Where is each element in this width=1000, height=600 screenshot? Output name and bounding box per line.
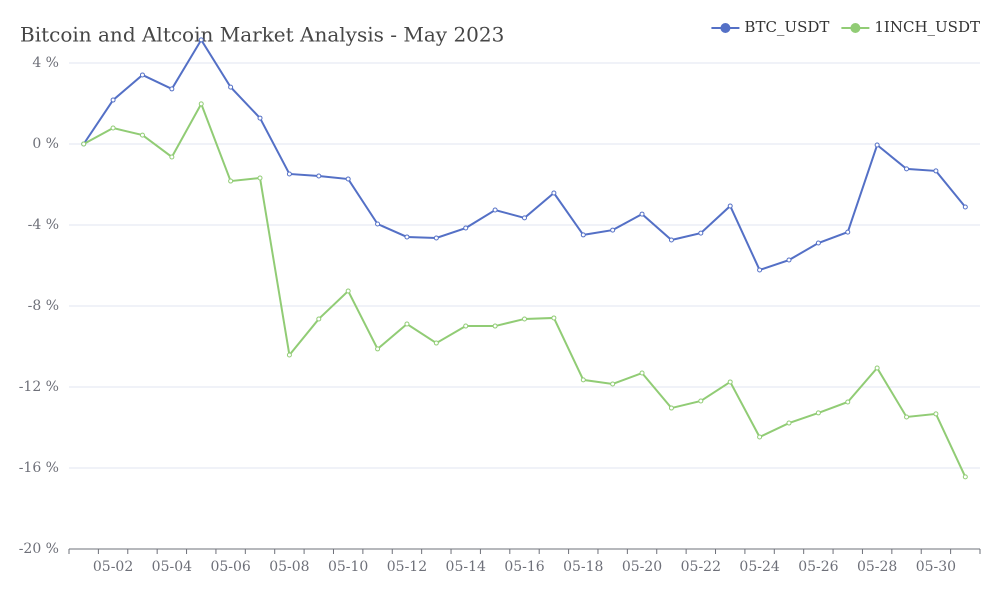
data-point <box>522 316 527 322</box>
y-tick-label: -4 % <box>28 217 59 233</box>
x-tick-label: 05-28 <box>857 559 897 575</box>
legend-text: 1INCH_USDT <box>874 18 980 36</box>
data-point <box>904 166 910 172</box>
data-point <box>698 398 704 404</box>
x-tick-label: 05-24 <box>739 559 779 575</box>
data-point <box>316 316 322 322</box>
data-point <box>198 37 204 43</box>
data-point <box>727 379 733 385</box>
x-tick-label: 05-26 <box>798 559 838 575</box>
data-point <box>404 234 410 240</box>
data-point <box>610 227 616 233</box>
legend-item: BTC_USDT <box>711 18 829 36</box>
data-point <box>815 410 821 416</box>
y-tick-label: -16 % <box>19 460 59 476</box>
data-point <box>286 171 292 177</box>
data-point <box>933 168 939 174</box>
data-point <box>433 235 439 241</box>
data-point <box>698 230 704 236</box>
data-point <box>757 434 763 440</box>
data-point <box>639 211 645 217</box>
data-point <box>433 340 439 346</box>
x-tick-label: 05-10 <box>328 559 368 575</box>
data-point <box>345 288 351 294</box>
data-point <box>962 474 968 480</box>
data-point <box>522 215 527 221</box>
data-point <box>668 405 674 411</box>
x-tick-label: 05-12 <box>387 559 427 575</box>
data-point <box>463 225 469 231</box>
y-tick-label: -8 % <box>28 298 59 314</box>
data-point <box>786 420 792 426</box>
data-point <box>727 203 733 209</box>
data-point <box>845 229 851 235</box>
data-point <box>375 346 381 352</box>
data-point <box>463 323 469 329</box>
data-point <box>668 237 674 243</box>
data-point <box>845 399 851 405</box>
data-point <box>228 178 234 184</box>
y-tick-label: 0 % <box>32 136 59 152</box>
data-point <box>580 232 586 238</box>
data-point <box>492 207 498 213</box>
data-point <box>551 315 557 321</box>
data-point <box>786 257 792 263</box>
data-point <box>81 141 87 147</box>
data-point <box>257 115 263 121</box>
x-tick-label: 05-20 <box>622 559 662 575</box>
y-tick-label: -20 % <box>19 541 59 557</box>
x-tick-label: 05-06 <box>210 559 250 575</box>
data-point <box>904 414 910 420</box>
x-tick-label: 05-16 <box>504 559 544 575</box>
x-tick-label: 05-30 <box>916 559 956 575</box>
x-tick-label: 05-14 <box>446 559 486 575</box>
x-tick-label: 05-02 <box>93 559 133 575</box>
data-point <box>962 204 968 210</box>
x-tick-label: 05-18 <box>563 559 603 575</box>
data-point <box>139 72 145 78</box>
data-point <box>228 84 234 90</box>
data-point <box>815 240 821 246</box>
data-point <box>198 101 204 107</box>
y-tick-label: 4 % <box>32 55 59 71</box>
data-point <box>757 267 763 273</box>
data-point <box>610 381 616 387</box>
x-tick-label: 05-08 <box>269 559 309 575</box>
data-point <box>580 377 586 383</box>
data-point <box>169 86 175 92</box>
x-tick-label: 05-04 <box>152 559 192 575</box>
data-point <box>492 323 498 329</box>
data-point <box>169 154 175 160</box>
legend-item: 1INCH_USDT <box>841 18 980 36</box>
data-point <box>639 370 645 376</box>
data-point <box>139 132 145 138</box>
legend-marker <box>720 23 731 33</box>
series-line <box>82 37 967 272</box>
data-point <box>874 142 880 148</box>
data-point <box>286 352 292 358</box>
chart-title: Bitcoin and Altcoin Market Analysis - Ma… <box>20 23 504 47</box>
data-point <box>257 175 263 181</box>
data-point <box>110 97 116 103</box>
data-point <box>874 365 880 371</box>
y-tick-label: -12 % <box>19 379 59 395</box>
series-line <box>83 101 967 478</box>
legend-text: BTC_USDT <box>744 18 829 36</box>
data-point <box>375 221 381 227</box>
legend-marker <box>850 23 861 33</box>
data-point <box>345 176 351 182</box>
data-point <box>110 125 116 131</box>
data-point <box>933 411 939 417</box>
data-point <box>551 190 557 196</box>
x-tick-label: 05-22 <box>681 559 721 575</box>
data-point <box>316 173 322 179</box>
data-point <box>404 321 410 327</box>
